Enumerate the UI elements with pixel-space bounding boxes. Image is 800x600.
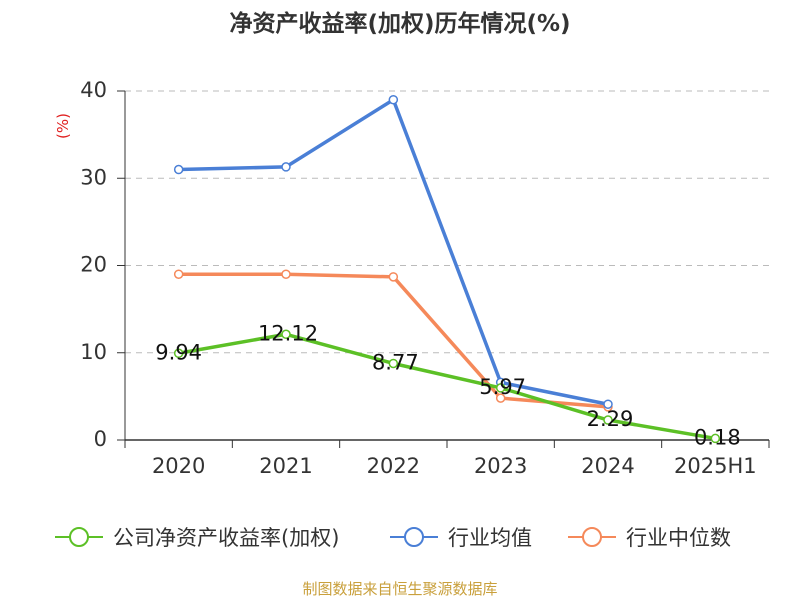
series-layer <box>173 94 721 444</box>
data-point <box>710 433 721 444</box>
data-point <box>388 272 399 282</box>
data-point <box>281 162 291 172</box>
data-label: 8.77 <box>372 350 419 374</box>
data-point <box>603 399 613 409</box>
data-point <box>603 415 613 425</box>
data-point <box>173 348 184 359</box>
grid-layer <box>125 90 769 354</box>
legend: 公司净资产收益率(加权) 行业均值 行业中位数 <box>0 519 800 555</box>
x-tick-label: 2023 <box>474 454 527 478</box>
x-tick-label: 2021 <box>259 454 312 478</box>
y-tick-label: 40 <box>80 78 107 102</box>
legend-item-industry-median[interactable]: 行业中位数 <box>568 519 731 555</box>
x-tick-label: 2024 <box>581 454 634 478</box>
data-label: 5.97 <box>479 375 526 399</box>
legend-swatch-company <box>55 527 103 547</box>
data-point <box>281 329 291 340</box>
data-label: 2.29 <box>587 407 634 431</box>
legend-label-industry-median: 行业中位数 <box>626 526 731 550</box>
data-label: 0.18 <box>694 425 741 449</box>
data-point <box>173 164 184 175</box>
y-tick-label: 30 <box>80 165 107 189</box>
legend-swatch-industry-mean <box>390 527 438 547</box>
series-line <box>178 332 716 441</box>
x-tick-label: 2022 <box>367 454 420 478</box>
data-point <box>173 269 184 279</box>
legend-item-industry-mean[interactable]: 行业均值 <box>390 519 532 555</box>
axis-layer: 0 10 20 30 40 2020 2021 2022 2023 2024 2025H1 <box>80 78 770 478</box>
data-point <box>495 383 506 393</box>
y-axis-label: (%) <box>54 113 72 139</box>
legend-swatch-industry-median <box>568 527 616 547</box>
x-tick-label: 2025H1 <box>674 454 757 478</box>
y-tick-label: 20 <box>80 253 107 277</box>
data-label: 9.94 <box>155 340 202 364</box>
legend-item-company[interactable]: 公司净资产收益率(加权) <box>55 519 339 555</box>
data-point <box>281 269 291 279</box>
chart-title: 净资产收益率(加权)历年情况(%) <box>229 11 571 37</box>
source-footer: 制图数据来自恒生聚源数据库 <box>302 580 498 598</box>
legend-label-company: 公司净资产收益率(加权) <box>113 526 340 550</box>
data-point <box>495 393 506 403</box>
y-tick-label: 10 <box>80 340 107 364</box>
x-tick-label: 2020 <box>152 454 205 478</box>
data-label: 12.12 <box>258 321 318 345</box>
data-point <box>388 358 399 369</box>
data-point <box>388 94 399 105</box>
legend-label-industry-mean: 行业均值 <box>448 526 532 550</box>
y-tick-label: 0 <box>94 427 107 451</box>
data-label-layer: 9.94 12.12 8.77 5.97 2.29 0.18 <box>155 321 740 449</box>
